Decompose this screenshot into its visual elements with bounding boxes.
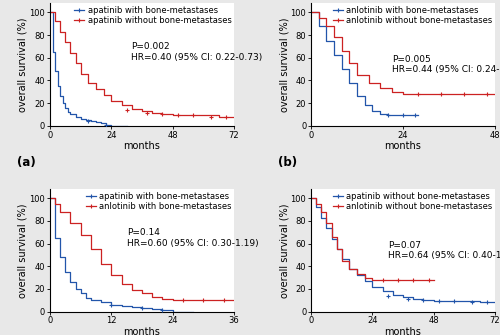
Legend: apatinib with bone-metastases, apatinib without bone-metastases: apatinib with bone-metastases, apatinib … [74, 5, 232, 26]
Text: P=0.14
HR=0.60 (95% CI: 0.30-1.19): P=0.14 HR=0.60 (95% CI: 0.30-1.19) [127, 228, 259, 248]
Text: P=0.002
HR=0.40 (95% CI: 0.22-0.73): P=0.002 HR=0.40 (95% CI: 0.22-0.73) [131, 43, 262, 62]
X-axis label: months: months [124, 141, 160, 151]
Legend: anlotinib with bone-metastases, anlotinib without bone-metastases: anlotinib with bone-metastases, anlotini… [332, 5, 494, 26]
Legend: apatinib with bone-metastases, anlotinib with bone-metastases: apatinib with bone-metastases, anlotinib… [84, 191, 232, 212]
X-axis label: months: months [384, 141, 422, 151]
Y-axis label: overall survival (%): overall survival (%) [279, 203, 289, 298]
Text: (a): (a) [17, 156, 36, 169]
Text: (b): (b) [278, 156, 297, 169]
X-axis label: months: months [124, 327, 160, 335]
Text: P=0.005
HR=0.44 (95% CI: 0.24-0.79): P=0.005 HR=0.44 (95% CI: 0.24-0.79) [392, 55, 500, 74]
Legend: apatinib without bone-metastases, anlotinib without bone-metastases: apatinib without bone-metastases, anloti… [332, 191, 494, 212]
Y-axis label: overall survival (%): overall survival (%) [18, 203, 28, 298]
Text: P=0.07
HR=0.64 (95% CI: 0.40-1.04): P=0.07 HR=0.64 (95% CI: 0.40-1.04) [388, 241, 500, 260]
Y-axis label: overall survival (%): overall survival (%) [279, 17, 289, 112]
Y-axis label: overall survival (%): overall survival (%) [18, 17, 28, 112]
X-axis label: months: months [384, 327, 422, 335]
